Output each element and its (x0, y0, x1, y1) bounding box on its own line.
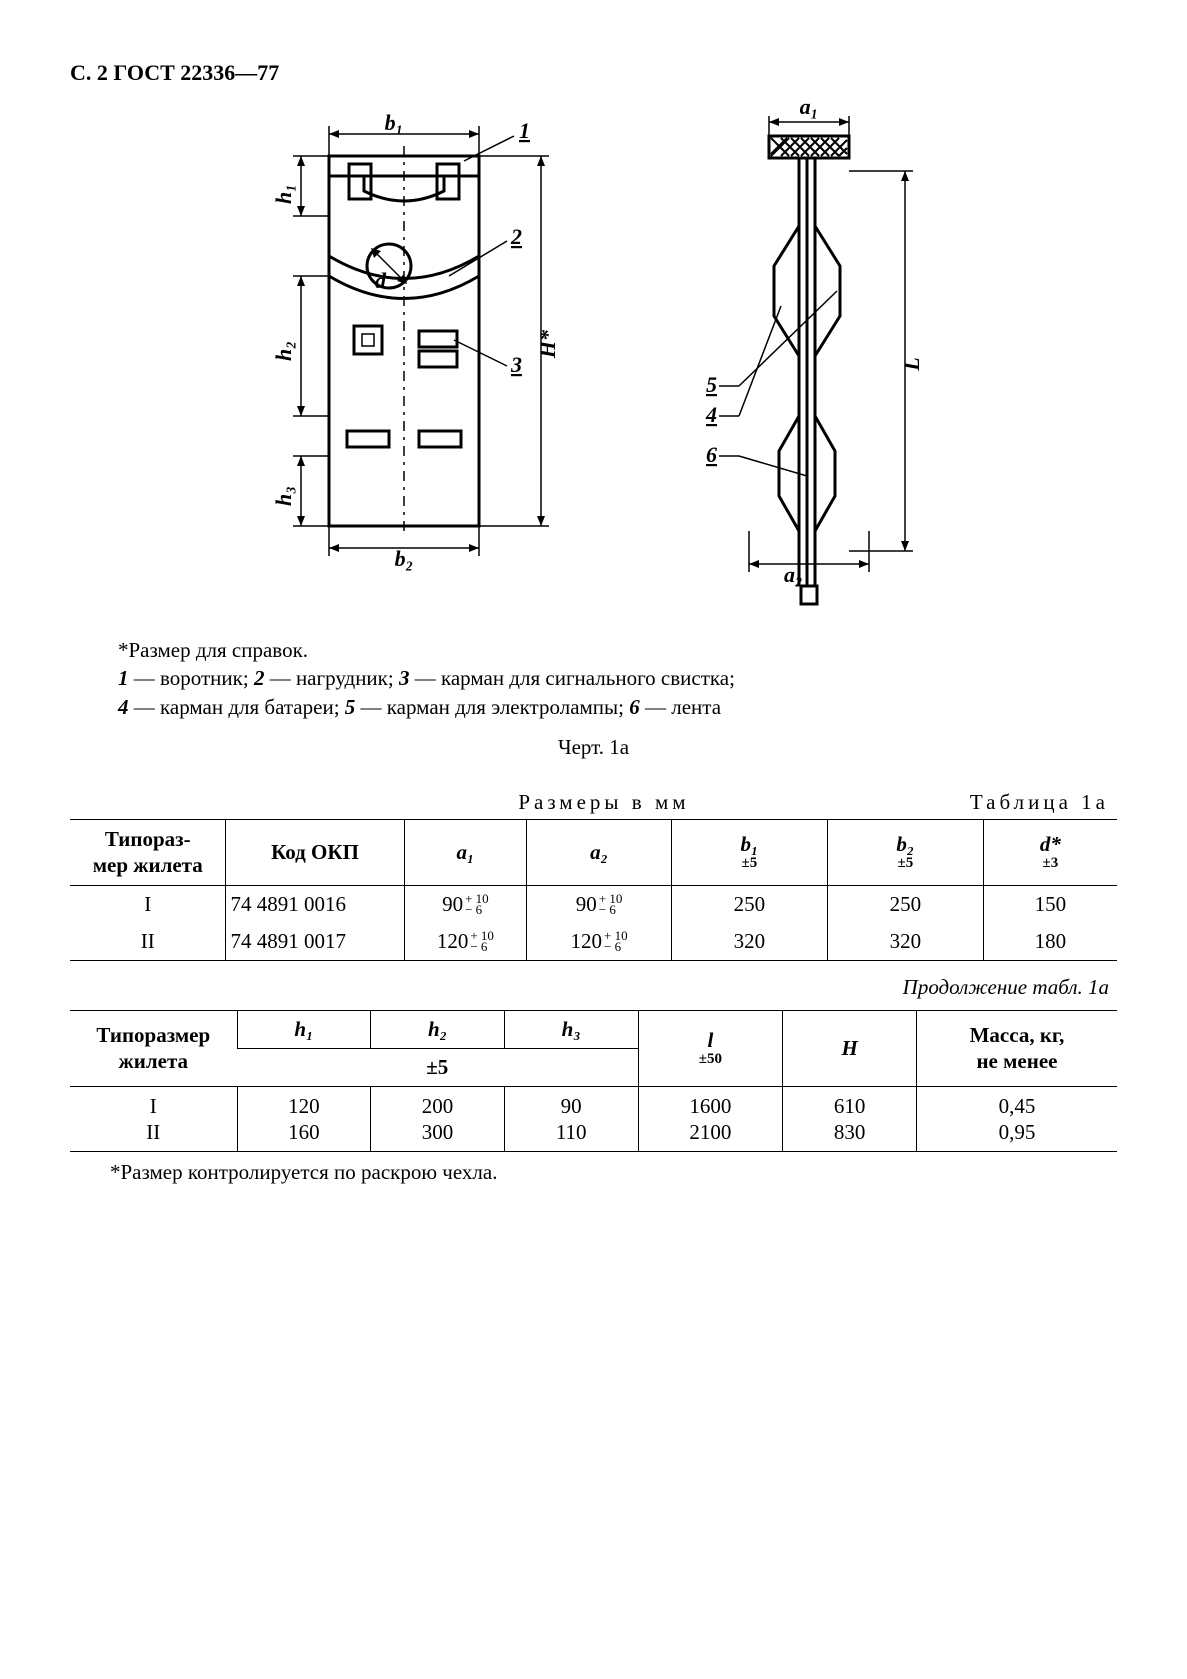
th-H: H (783, 1010, 917, 1086)
dim-L: L (899, 357, 924, 371)
th-mass: Масса, кг,не менее (916, 1010, 1117, 1086)
th-a2: a₂ (527, 820, 672, 886)
callout-6: 6 (706, 442, 717, 467)
th-a1: a₁ (404, 820, 527, 886)
th-h1: h₁ (237, 1010, 371, 1048)
th-type: Типораз-мер жилета (70, 820, 226, 886)
page-header: С. 2 ГОСТ 22336—77 (70, 60, 1117, 86)
dim-b1: b₁ (384, 110, 403, 135)
footnote: *Размер контролируется по раскрою чехла. (110, 1160, 1117, 1185)
dim-a2: a₂ (784, 562, 803, 587)
table-1a-cont: Типоразмержилета h₁ h₂ h₃ l ±50 H Масса,… (70, 1010, 1117, 1153)
dim-h3: h₃ (271, 486, 296, 506)
th-b2: b₂ ±5 (827, 820, 983, 886)
dim-b2: b₂ (394, 546, 413, 571)
table-row: I 74 4891 0016 90+ 10− 6 90+ 10− 6 250 2… (70, 885, 1117, 923)
dim-a1: a₁ (799, 94, 818, 119)
th-type2: Типоразмержилета (70, 1010, 237, 1086)
callout-4: 4 (705, 402, 717, 427)
legend-line-2: 4 — карман для батареи; 5 — карман для э… (118, 693, 1117, 721)
callout-2: 2 (510, 224, 522, 249)
th-d: d* ±3 (983, 820, 1117, 886)
callout-5: 5 (706, 372, 717, 397)
table-label: Таблица 1а (970, 790, 1109, 815)
table-1a: Размеры в мм Таблица 1а Типораз-мер жиле… (70, 790, 1117, 961)
callout-3: 3 (510, 352, 522, 377)
table-row: III 120160 200300 90110 16002100 610830 … (70, 1086, 1117, 1152)
side-view-svg: a₁ a₂ L 5 4 6 (689, 116, 949, 616)
callout-1: 1 (519, 118, 530, 143)
th-h-tol: ±5 (237, 1048, 638, 1086)
th-h3: h₃ (504, 1010, 638, 1048)
figure-caption: Черт. 1а (70, 735, 1117, 760)
table-subtitle: Размеры в мм (78, 790, 970, 815)
th-l: l ±50 (638, 1010, 783, 1086)
ref-size-note: *Размер для справок. (118, 636, 1117, 664)
dim-d: d (375, 268, 387, 293)
table-row: II 74 4891 0017 120+ 10− 6 120+ 10− 6 32… (70, 923, 1117, 961)
th-h2: h₂ (371, 1010, 505, 1048)
figure-area: d b₁ b₂ h₁ h₂ h₃ (70, 116, 1117, 616)
dim-h2: h₂ (271, 341, 296, 361)
th-b1: b₁ ±5 (671, 820, 827, 886)
legend-line-1: 1 — воротник; 2 — нагрудник; 3 — карман … (118, 664, 1117, 692)
dim-Hstar: H* (535, 329, 560, 359)
front-view-svg: d b₁ b₂ h₁ h₂ h₃ (239, 116, 599, 576)
continuation-label: Продолжение табл. 1а (70, 975, 1109, 1000)
dim-h1: h₁ (271, 184, 296, 204)
th-okp: Код ОКП (226, 820, 404, 886)
